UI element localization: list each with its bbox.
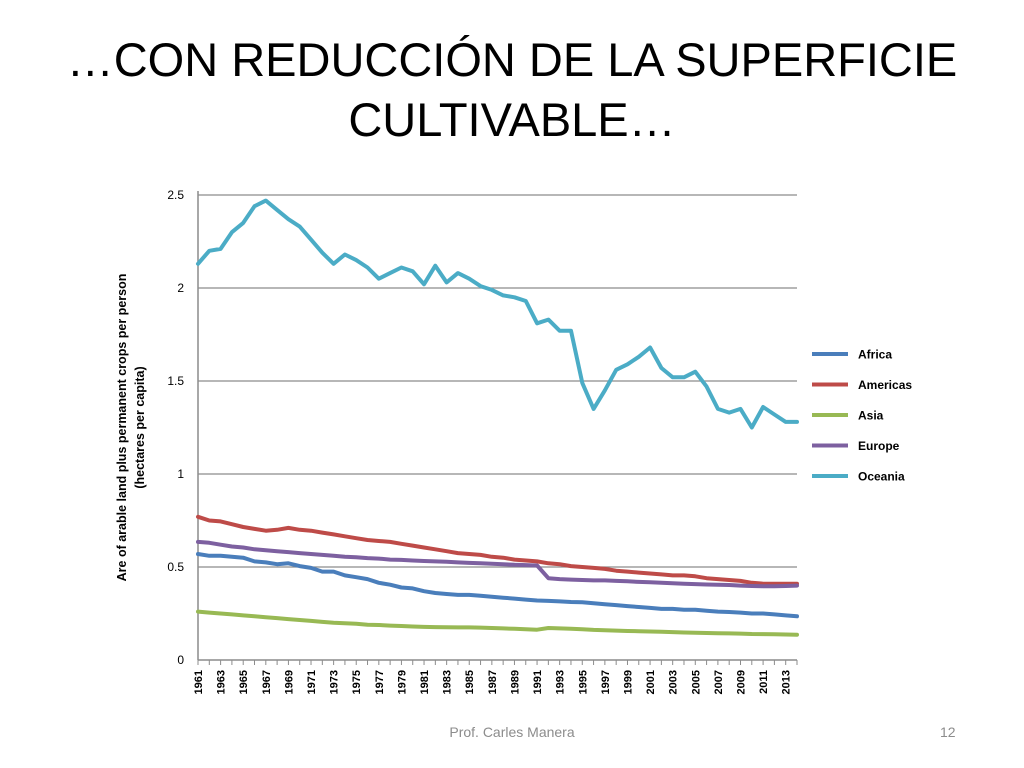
x-tick-label: 1969 [283,670,295,694]
x-tick-label: 1979 [396,670,408,694]
legend-label-oceania: Oceania [858,470,905,484]
y-axis-label: Are of arable land plus permanent crops … [115,274,129,582]
slide-number: 12 [940,724,956,740]
x-tick-label: 1961 [193,670,205,694]
footer-author: Prof. Carles Manera [449,724,575,740]
y-tick-label: 2 [177,281,184,295]
legend-label-americas: Americas [858,378,912,392]
x-tick-label: 1975 [351,670,363,694]
x-tick-label: 1991 [532,670,544,694]
series-line-americas [196,514,799,586]
y-tick-label: 1 [177,467,184,481]
y-tick-label: 1.5 [167,374,184,388]
x-tick-label: 1963 [216,670,228,694]
legend-label-africa: Africa [858,348,892,362]
slide-title: …CON REDUCCIÓN DE LA SUPERFICIE CULTIVAB… [0,30,1024,150]
x-tick-label: 1995 [577,670,589,694]
x-tick-label: 1977 [374,670,386,694]
x-tick-label: 1967 [261,670,273,694]
slide-title-line2: CULTIVABLE… [348,93,676,146]
x-tick-label: 2013 [781,670,793,694]
land-per-capita-line-chart: 0 0.5 1 1.5 2 2.5 1961 1963 1965 1967 1969 1971 1973… [115,188,912,694]
x-tick-label: 1999 [622,670,634,694]
x-tick-label: 1981 [419,670,431,694]
x-tick-label: 1971 [306,670,318,694]
series-line-africa [196,552,799,619]
x-tick-label: 2011 [758,670,770,694]
x-tick-label: 1987 [487,670,499,694]
x-tick-label: 1983 [442,670,454,694]
series-line-asia [196,609,799,637]
x-tick-label: 1965 [238,670,250,694]
y-tick-label: 2.5 [167,188,184,202]
series-line-europe [196,539,799,589]
y-axis-label-line2: (hectares per capita) [133,366,147,488]
x-tick-label: 2009 [735,670,747,694]
y-tick-label: 0.5 [167,560,184,574]
slide-title-line1: …CON REDUCCIÓN DE LA SUPERFICIE [66,33,958,86]
x-tick-label: 1985 [464,670,476,694]
x-tick-label: 2003 [668,670,680,694]
x-tick-label: 1997 [600,670,612,694]
series-line-oceania [196,198,799,430]
x-tick-label: 2005 [690,670,702,694]
legend-label-europe: Europe [858,439,900,453]
x-tick-label: 2001 [645,670,657,694]
legend-label-asia: Asia [858,409,884,423]
x-tick-label: 2007 [713,670,725,694]
x-tick-label: 1973 [329,670,341,694]
x-tick-label: 1993 [555,670,567,694]
y-tick-label: 0 [177,653,184,667]
x-tick-label: 1989 [509,670,521,694]
